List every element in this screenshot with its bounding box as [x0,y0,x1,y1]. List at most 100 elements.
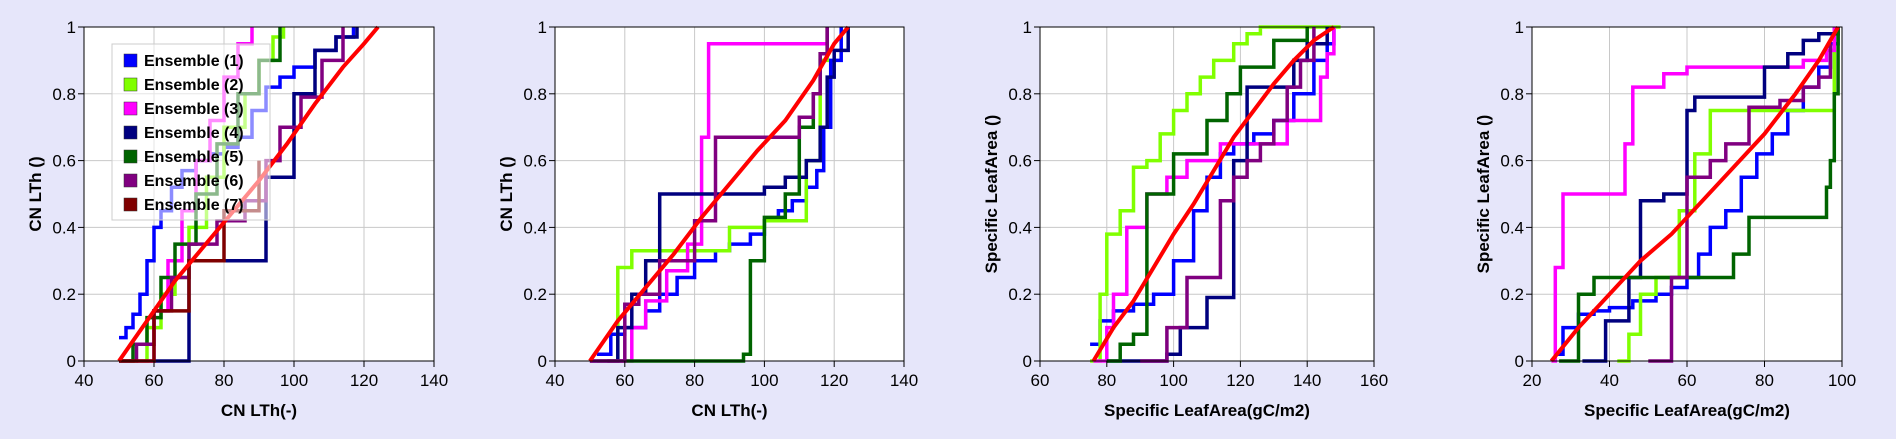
x-tick-label: 140 [890,371,918,390]
x-tick-label: 60 [1031,371,1050,390]
legend-label: Ensemble (2) [144,77,244,94]
y-tick-label: 1 [1515,18,1524,37]
y-tick-label: 1 [1023,18,1032,37]
y-tick-label: 0 [1023,352,1032,371]
legend-entry: Ensemble (2) [123,77,244,94]
x-tick-label: 120 [1226,371,1254,390]
y-tick-label: 0.4 [1500,218,1524,237]
legend-label: Ensemble (4) [144,125,244,142]
legend-label: Ensemble (5) [144,149,244,166]
y-tick-label: 0.8 [1500,85,1524,104]
legend-swatch [123,101,138,116]
y-tick-label: 0.8 [1008,85,1032,104]
legend-swatch [123,53,138,68]
series-line-4 [589,27,850,363]
legend-label: Ensemble (3) [144,101,244,118]
y-axis-title: CN LTh () [497,156,516,231]
legend-swatch [123,173,138,188]
legend-box [111,43,271,221]
x-tick-label: 80 [1755,371,1774,390]
x-tick-label: 140 [420,371,448,390]
series-line-6 [1140,27,1316,363]
series-line-5 [1559,27,1840,363]
y-axis-title: Specific LeafArea () [982,115,1001,274]
y-axis-title: Specific LeafArea () [1474,115,1493,274]
y-tick-label: 0.4 [1008,218,1032,237]
series-line-3 [1551,27,1837,363]
legend-swatch [123,149,138,164]
y-tick-label: 0.8 [523,85,547,104]
x-tick-label: 60 [1678,371,1697,390]
legend: Ensemble (1) Ensemble (2) Ensemble (3) Ense… [111,43,271,221]
y-tick-label: 1 [538,18,547,37]
legend-entry: Ensemble (7) [123,197,244,214]
x-tick-label: 20 [1523,371,1542,390]
x-tick-label: 60 [145,371,164,390]
legend-label: Ensemble (7) [144,197,244,214]
chart-4: 20 40 60 80 100 0 0.2 0.4 0.6 0.8 1 Specific LeafAr… [1474,18,1856,420]
x-axis-title: CN LTh(-) [221,401,297,420]
plot-frame [1039,26,1375,362]
x-tick-label: 100 [280,371,308,390]
x-tick-label: 80 [215,371,234,390]
x-axis-title: Specific LeafArea(gC/m2) [1584,401,1790,420]
series-line-3 [1093,27,1336,363]
x-axis-title: Specific LeafArea(gC/m2) [1104,401,1310,420]
chart-3: 60 80 100 120 140 160 0 0.2 0.4 0.6 0.8 1 Specific L… [982,18,1388,420]
x-tick-label: 160 [1360,371,1388,390]
legend-swatch [123,77,138,92]
y-tick-label: 0.8 [52,85,76,104]
legend-entry: Ensemble (1) [123,53,244,70]
y-tick-label: 0.2 [1008,285,1032,304]
y-tick-label: 0.6 [1500,152,1524,171]
x-tick-label: 100 [1828,371,1856,390]
plot-frame [554,26,905,362]
y-tick-label: 1 [67,18,76,37]
y-tick-label: 0.2 [1500,285,1524,304]
y-tick-label: 0.2 [523,285,547,304]
y-tick-label: 0.6 [1008,152,1032,171]
chart-2: 40 60 80 100 120 140 0 0.2 0.4 0.6 0.8 1 CN LTh(-) CN… [497,18,918,420]
y-tick-label: 0.6 [523,152,547,171]
x-tick-label: 140 [1293,371,1321,390]
x-tick-label: 40 [546,371,565,390]
reference-series-line [588,25,850,363]
series-line-2 [1090,25,1341,363]
y-tick-label: 0 [538,352,547,371]
y-tick-label: 0.4 [52,218,76,237]
x-tick-label: 100 [750,371,778,390]
x-tick-label: 120 [820,371,848,390]
reference-series-line [1091,25,1336,363]
legend-label: Ensemble (1) [144,53,244,70]
series-line-4 [1582,27,1840,363]
y-tick-label: 0.6 [52,152,76,171]
x-tick-label: 120 [350,371,378,390]
y-tick-label: 0.2 [52,285,76,304]
series-line-6 [589,27,829,363]
legend-entry: Ensemble (3) [123,101,244,118]
series-line-5 [1106,27,1309,363]
series-line-3 [607,27,829,363]
x-tick-label: 60 [615,371,634,390]
x-tick-label: 80 [685,371,704,390]
plot-frame [83,26,435,362]
legend-swatch [123,125,138,140]
y-axis-title: CN LTh () [26,156,45,231]
y-tick-label: 0 [67,352,76,371]
series-line-6 [1648,43,1833,363]
x-tick-label: 80 [1097,371,1116,390]
legend-label: Ensemble (6) [144,173,244,190]
x-tick-label: 40 [75,371,94,390]
legend-entry: Ensemble (4) [123,125,244,142]
legend-entry: Ensemble (5) [123,149,244,166]
reference-series-line [1549,25,1840,363]
series-line-1 [1090,27,1336,347]
x-tick-label: 100 [1159,371,1187,390]
legend-entry: Ensemble (6) [123,173,244,190]
legend-swatch [123,197,138,212]
y-tick-label: 0.4 [523,218,547,237]
x-axis-title: CN LTh(-) [691,401,767,420]
x-tick-label: 40 [1600,371,1619,390]
